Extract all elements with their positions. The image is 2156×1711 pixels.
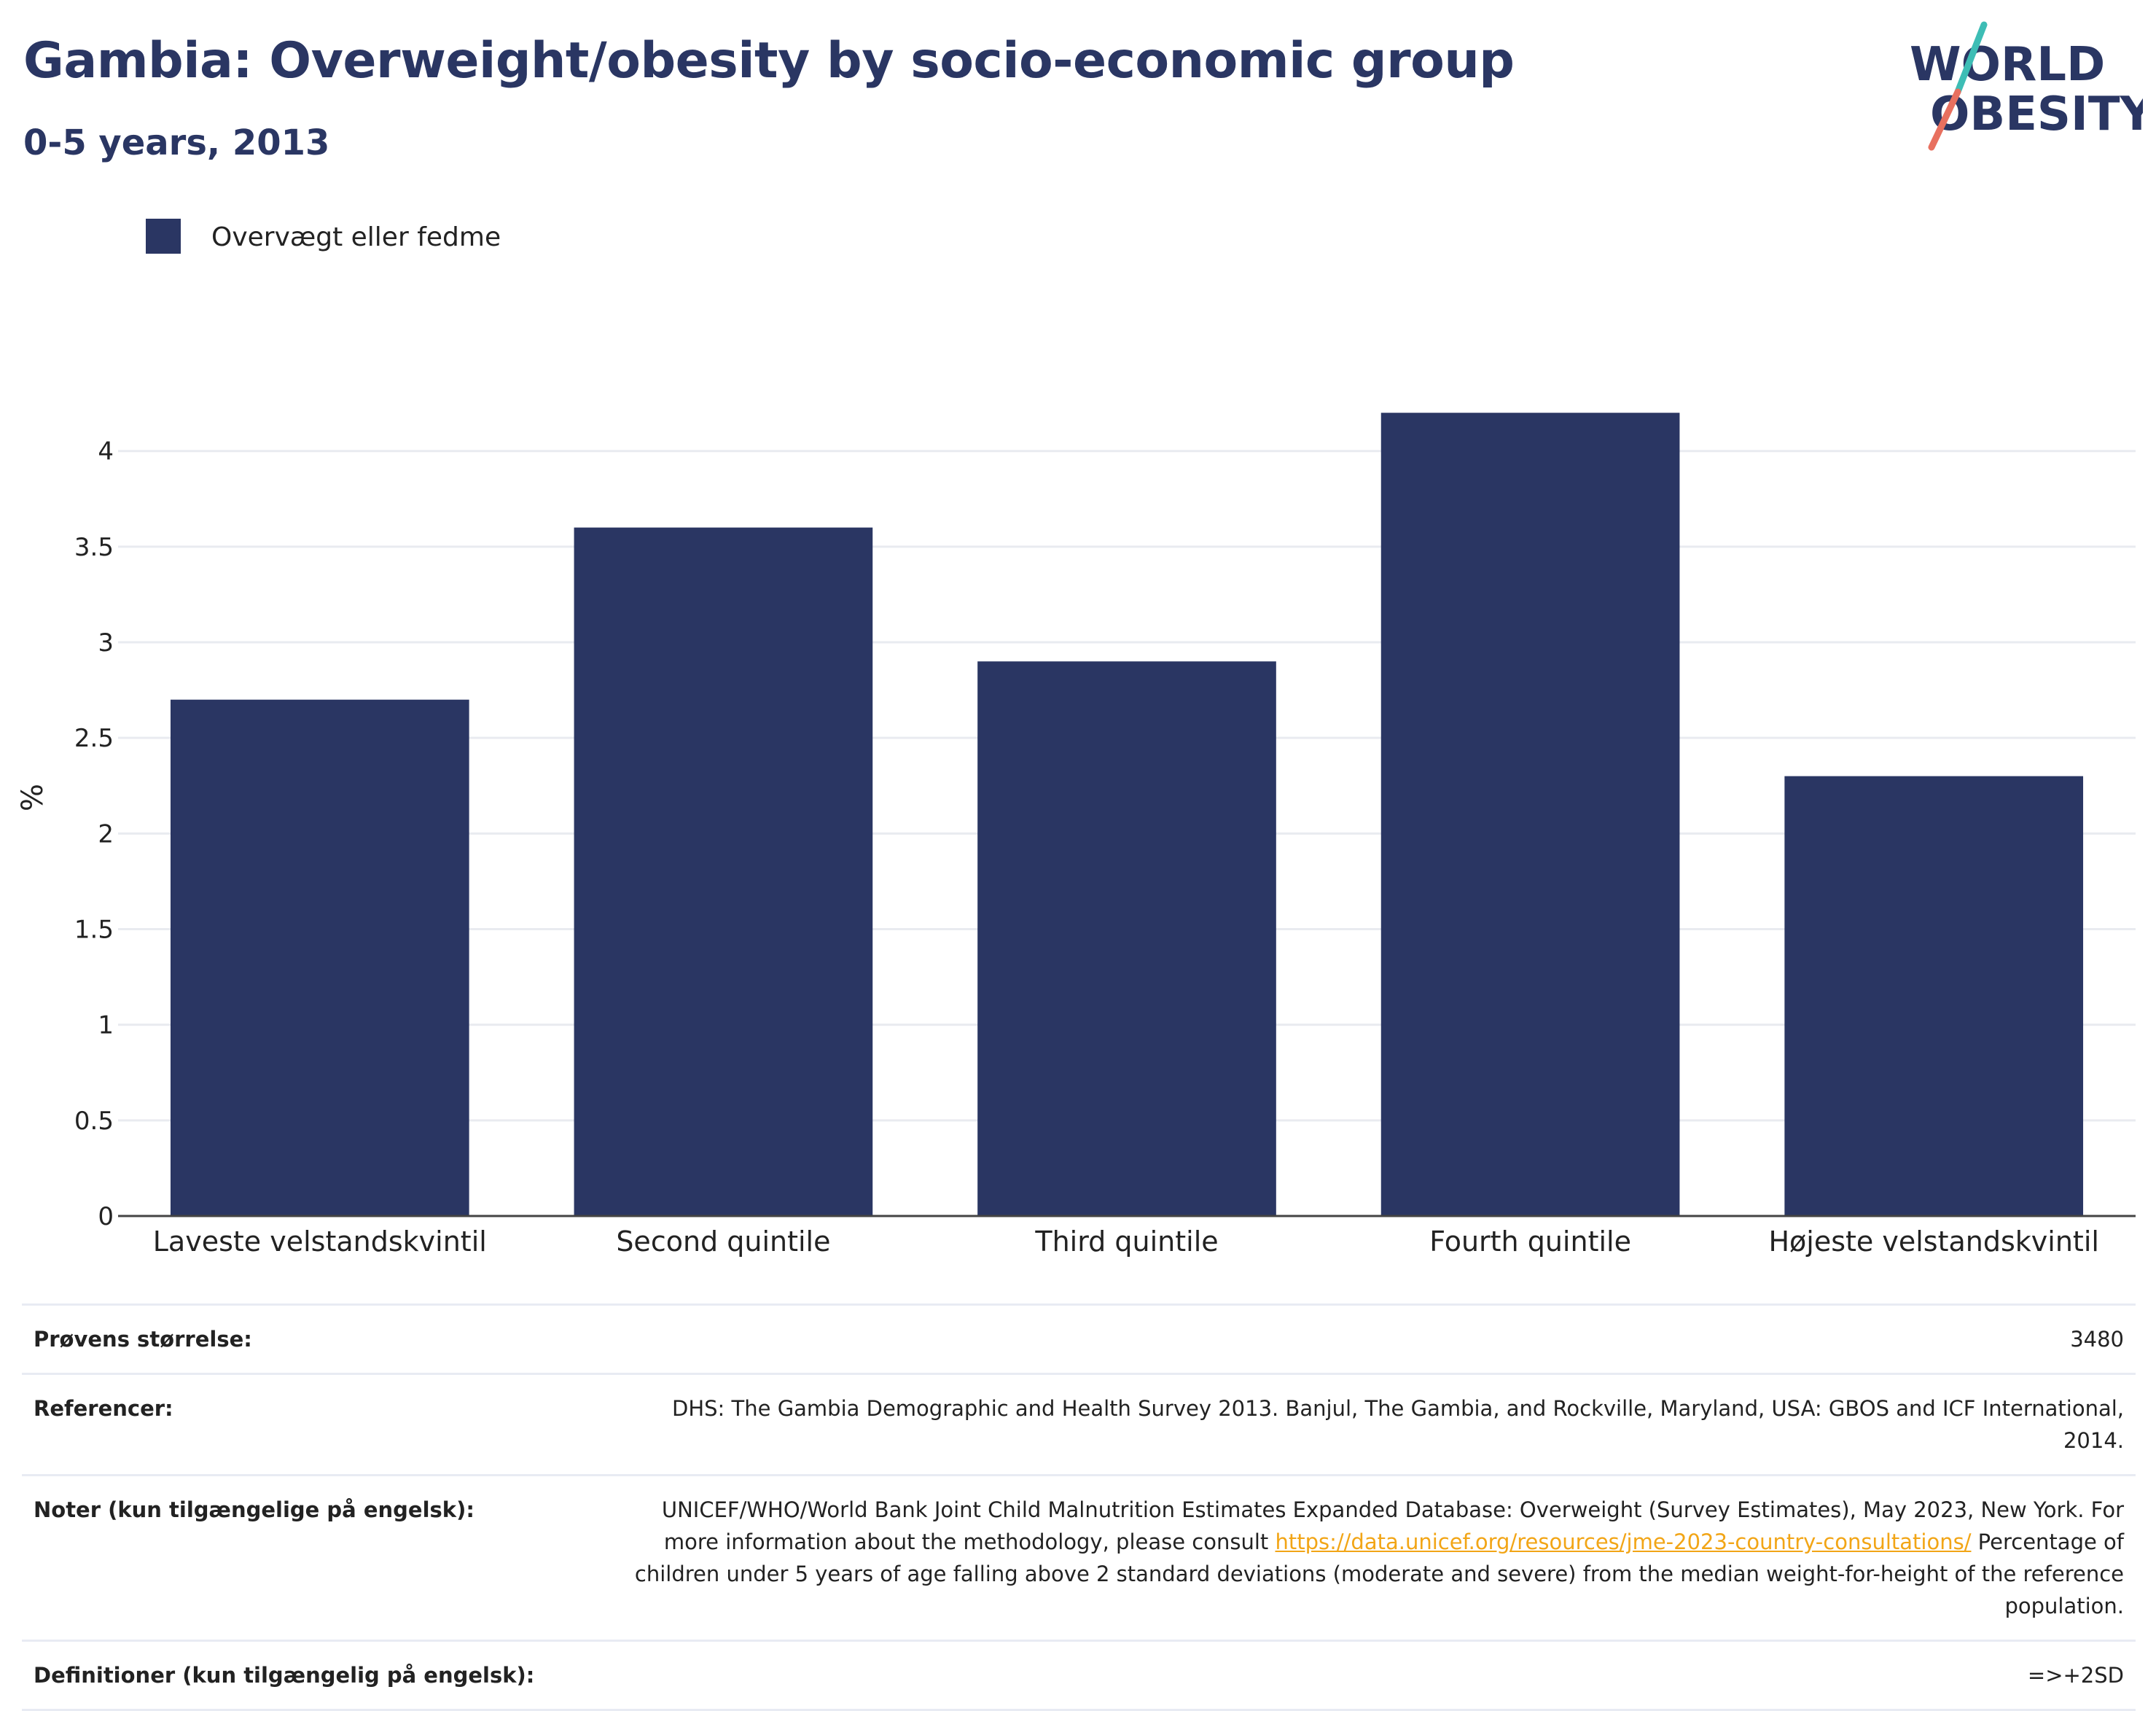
x-tick-label: Laveste velstandskvintil — [153, 1225, 487, 1258]
bar — [1784, 776, 2084, 1216]
bar — [170, 699, 469, 1216]
definitions-value: =>+2SD — [2027, 1663, 2124, 1688]
y-tick-label: 3 — [98, 628, 114, 658]
sample-size-label: Prøvens størrelse: — [34, 1327, 252, 1352]
logo-line1: WORLD — [1910, 38, 2105, 92]
notes-link[interactable]: https://data.unicef.org/resources/jme-20… — [1275, 1529, 1972, 1554]
y-axis-ticks: 0 0.5 1 1.5 2 2.5 3 3.5 4 — [74, 437, 114, 1231]
legend-swatch — [146, 219, 181, 254]
y-tick-label: 1 — [98, 1011, 114, 1040]
y-tick-label: 2 — [98, 819, 114, 849]
bar — [977, 661, 1276, 1216]
logo-slash-coral — [1928, 88, 1961, 151]
references-value: DHS: The Gambia Demographic and Health S… — [672, 1396, 2124, 1453]
y-axis-title: % — [16, 784, 50, 811]
y-tick-label: 0.5 — [74, 1107, 114, 1136]
logo-line2: OBESITY — [1930, 87, 2143, 141]
legend: Overvægt eller fedme — [146, 219, 501, 254]
sample-size-value: 3480 — [2070, 1327, 2124, 1352]
y-tick-label: 0 — [98, 1202, 114, 1231]
notes-text-after: Percentage of children under 5 years of … — [634, 1529, 2124, 1618]
y-tick-label: 3.5 — [74, 533, 114, 562]
references-label: Referencer: — [34, 1396, 173, 1421]
x-tick-label: Second quintile — [616, 1225, 830, 1258]
x-tick-label: Third quintile — [1034, 1225, 1218, 1258]
x-tick-label: Højeste velstandskvintil — [1768, 1225, 2098, 1258]
legend-label: Overvægt eller fedme — [211, 222, 501, 252]
x-tick-label: Fourth quintile — [1429, 1225, 1631, 1258]
x-axis-labels: Laveste velstandskvintil Second quintile T… — [153, 1225, 2099, 1258]
logo-slash-teal — [1954, 21, 1988, 96]
y-tick-label: 4 — [98, 437, 114, 467]
bar — [1380, 413, 1680, 1216]
chart-subtitle: 0-5 years, 2013 — [23, 122, 330, 163]
notes-value: UNICEF/WHO/World Bank Joint Child Malnut… — [614, 1476, 2136, 1641]
bar — [574, 527, 873, 1216]
y-tick-label: 1.5 — [74, 916, 114, 945]
y-tick-label: 2.5 — [74, 724, 114, 753]
info-row-references: Referencer: DHS: The Gambia Demographic … — [22, 1373, 2136, 1476]
bar-chart: Overvægt eller fedme 0 0.5 1 1.5 2 2.5 3 3.5 4 L… — [16, 219, 2136, 1258]
definitions-label: Definitioner (kun tilgængelig på engelsk… — [34, 1663, 535, 1688]
chart-title: Gambia: Overweight/obesity by socio-econ… — [23, 32, 1515, 90]
notes-label: Noter (kun tilgængelige på engelsk): — [34, 1497, 474, 1522]
bars — [170, 413, 2084, 1216]
info-row-sample-size: Prøvens størrelse: 3480 — [22, 1304, 2136, 1374]
world-obesity-logo: WORLD OBESITY — [1895, 20, 2154, 152]
info-row-definitions: Definitioner (kun tilgængelig på engelsk… — [22, 1640, 2136, 1710]
notes-text-before: UNICEF/WHO/World Bank Joint Child Malnut… — [661, 1497, 2124, 1554]
info-table: Prøvens størrelse: 3480 Referencer: DHS:… — [22, 1303, 2136, 1711]
info-row-notes: Noter (kun tilgængelige på engelsk): UNI… — [22, 1475, 2136, 1641]
